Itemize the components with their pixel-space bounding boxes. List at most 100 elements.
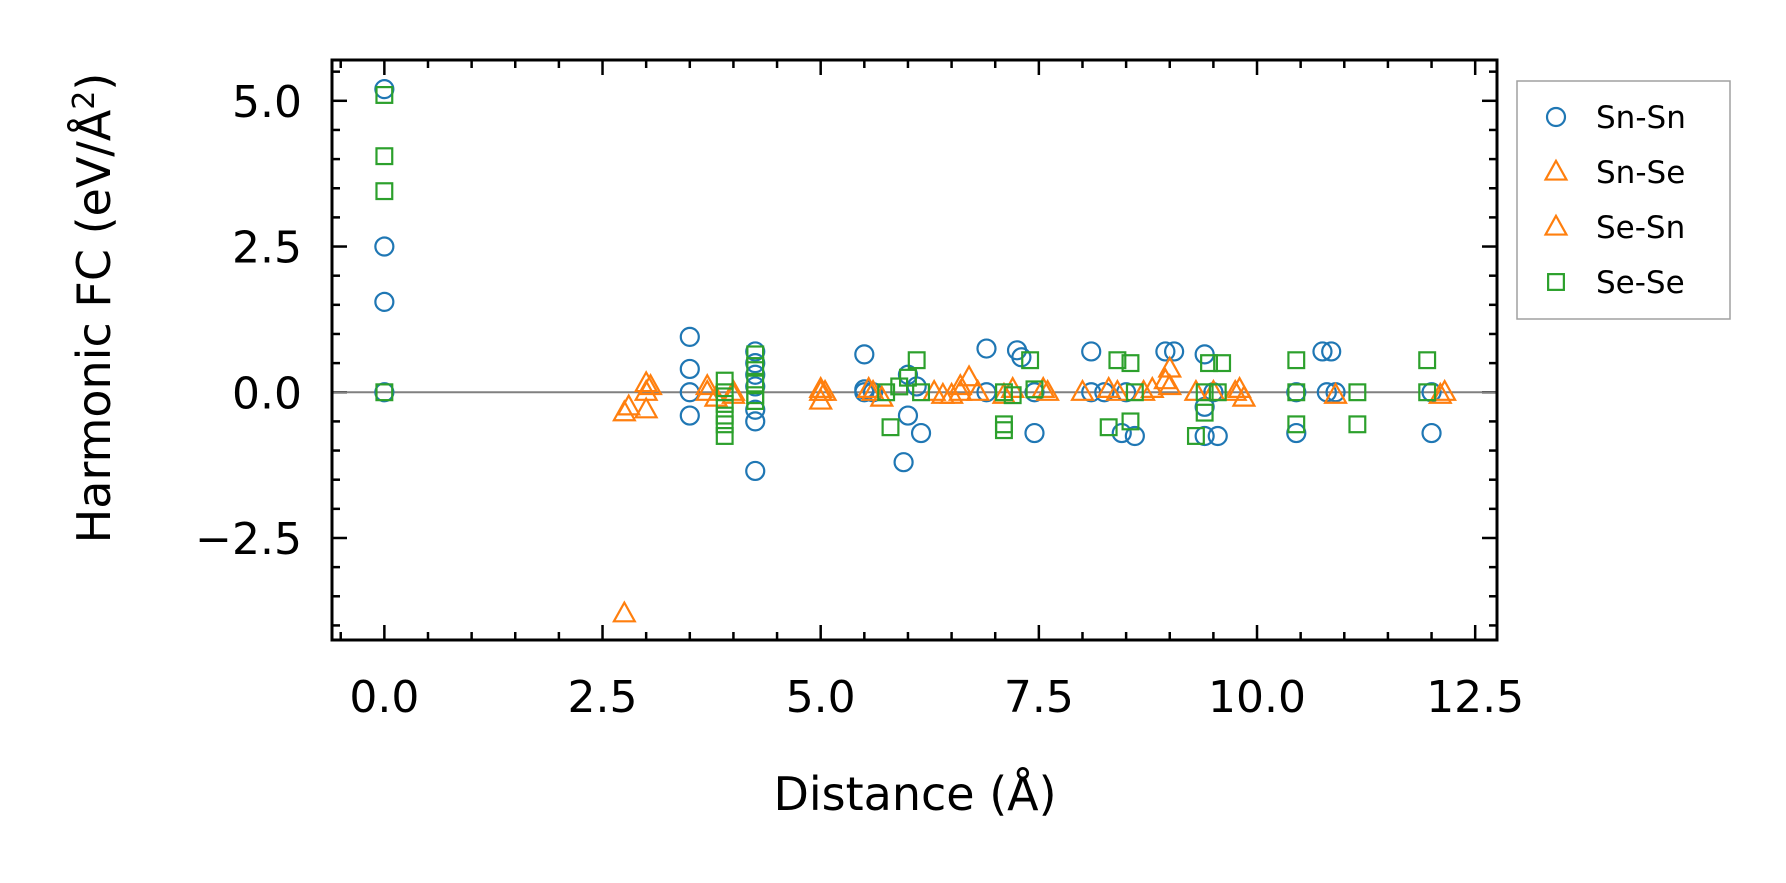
data-point-sn-sn bbox=[374, 291, 395, 313]
data-point-sn-sn bbox=[679, 326, 700, 347]
legend-label: Sn-Sn bbox=[1596, 100, 1686, 136]
data-point-sn-sn bbox=[1321, 341, 1342, 362]
data-point-se-se bbox=[746, 374, 765, 393]
legend-box bbox=[1516, 80, 1731, 320]
x-tick-label: 2.5 bbox=[568, 672, 638, 723]
data-point-se-se bbox=[1418, 383, 1437, 402]
data-point-se-sn bbox=[1105, 378, 1130, 401]
data-point-sn-sn bbox=[1421, 422, 1442, 444]
legend-label: Se-Se bbox=[1596, 265, 1685, 301]
legend-entry: Sn-Se bbox=[1543, 155, 1685, 191]
data-point-se-sn bbox=[856, 375, 881, 399]
legend-label: Sn-Se bbox=[1596, 155, 1685, 191]
data-point-se-se bbox=[1287, 383, 1306, 402]
data-point-se-sn bbox=[1432, 378, 1457, 401]
data-point-sn-sn bbox=[745, 341, 766, 362]
data-point-sn-sn bbox=[374, 79, 395, 100]
series-se-se bbox=[375, 85, 1437, 445]
data-point-se-se bbox=[715, 371, 734, 390]
data-point-sn-sn bbox=[1286, 422, 1307, 444]
data-point-se-se bbox=[1108, 351, 1127, 370]
legend-label: Se-Sn bbox=[1596, 210, 1685, 246]
data-point-sn-sn bbox=[745, 399, 766, 420]
data-point-se-sn bbox=[948, 378, 973, 401]
data-point-se-se bbox=[715, 415, 734, 434]
data-point-se-se bbox=[375, 182, 394, 201]
data-point-se-se bbox=[994, 415, 1013, 434]
data-point-sn-se bbox=[965, 378, 991, 401]
data-point-se-se bbox=[912, 383, 931, 402]
data-point-sn-se bbox=[1096, 375, 1121, 399]
data-point-sn-sn bbox=[1155, 341, 1176, 362]
data-point-se-se bbox=[1025, 380, 1044, 399]
data-point-sn-sn bbox=[910, 422, 932, 444]
data-point-sn-sn bbox=[1081, 341, 1102, 362]
data-point-sn-sn bbox=[745, 460, 766, 482]
data-point-se-se bbox=[746, 345, 765, 364]
data-point-se-se bbox=[1200, 354, 1218, 373]
data-point-sn-sn bbox=[1024, 382, 1045, 403]
data-point-sn-sn bbox=[745, 411, 766, 432]
data-point-sn-sn bbox=[1194, 425, 1215, 447]
data-point-se-se bbox=[898, 368, 917, 387]
legend-marker-se-sn bbox=[1543, 213, 1569, 236]
y-tick-label: −2.5 bbox=[195, 514, 302, 565]
data-point-se-se bbox=[715, 383, 734, 402]
data-point-sn-sn bbox=[1286, 382, 1307, 403]
series-se-sn bbox=[638, 367, 1457, 404]
data-point-sn-se bbox=[1231, 384, 1257, 407]
data-point-sn-sn bbox=[374, 236, 395, 257]
x-tick-label: 10.0 bbox=[1208, 672, 1306, 723]
y-axis-label-superscript: 2 bbox=[67, 91, 102, 110]
x-tick-labels: 0.0 2.5 5.0 7.5 10.0 12.5 bbox=[349, 672, 1524, 723]
legend: Sn-Sn Sn-Se Se-Sn Se-Se bbox=[1516, 80, 1731, 320]
x-tick-label: 0.0 bbox=[349, 672, 419, 723]
data-point-se-sn bbox=[1222, 378, 1248, 401]
data-point-se-se bbox=[1348, 415, 1367, 434]
data-points bbox=[374, 79, 1457, 623]
data-point-sn-sn bbox=[1124, 425, 1145, 447]
data-point-sn-sn bbox=[1207, 425, 1228, 447]
data-point-se-se bbox=[375, 383, 394, 402]
data-point-se-se bbox=[881, 418, 900, 437]
data-point-sn-sn bbox=[745, 376, 766, 397]
data-point-sn-sn bbox=[745, 364, 766, 385]
data-point-se-se bbox=[1195, 383, 1214, 402]
legend-marker-se-se bbox=[1547, 273, 1565, 291]
data-point-sn-se bbox=[633, 396, 659, 419]
data-point-sn-se bbox=[694, 378, 720, 401]
data-point-sn-sn bbox=[854, 382, 875, 403]
data-point-se-se bbox=[1287, 351, 1306, 370]
data-point-sn-sn bbox=[679, 405, 700, 426]
y-axis-label-close: ) bbox=[67, 73, 121, 91]
data-point-se-se bbox=[1348, 383, 1367, 402]
data-point-se-sn bbox=[1153, 367, 1178, 390]
data-point-se-se bbox=[1125, 383, 1144, 402]
data-point-se-se bbox=[715, 394, 734, 413]
data-point-sn-sn bbox=[679, 358, 700, 380]
data-point-se-se bbox=[1186, 427, 1205, 445]
x-tick-label: 5.0 bbox=[786, 672, 856, 723]
legend-entry: Se-Sn bbox=[1543, 210, 1685, 246]
data-point-sn-se bbox=[616, 393, 642, 416]
y-tick-label: 5.0 bbox=[232, 77, 302, 128]
data-point-se-se bbox=[1121, 412, 1140, 431]
data-point-se-se bbox=[1287, 415, 1306, 434]
data-point-sn-se bbox=[956, 364, 982, 387]
data-point-se-se bbox=[1213, 354, 1232, 373]
data-point-sn-sn bbox=[854, 344, 875, 365]
data-point-se-se bbox=[746, 357, 765, 376]
data-point-sn-se bbox=[612, 600, 637, 623]
data-point-se-se bbox=[1099, 418, 1118, 437]
data-point-se-sn bbox=[812, 378, 838, 401]
data-point-se-sn bbox=[930, 381, 956, 404]
data-point-se-se bbox=[1121, 354, 1140, 373]
series-sn-sn bbox=[374, 79, 1442, 482]
legend-marker-sn-se bbox=[1543, 158, 1569, 181]
data-point-sn-se bbox=[633, 370, 659, 393]
y-tick-label: 2.5 bbox=[232, 223, 302, 274]
data-point-sn-se bbox=[1070, 378, 1095, 401]
data-point-se-se bbox=[375, 147, 394, 166]
data-point-sn-sn bbox=[1312, 341, 1333, 362]
